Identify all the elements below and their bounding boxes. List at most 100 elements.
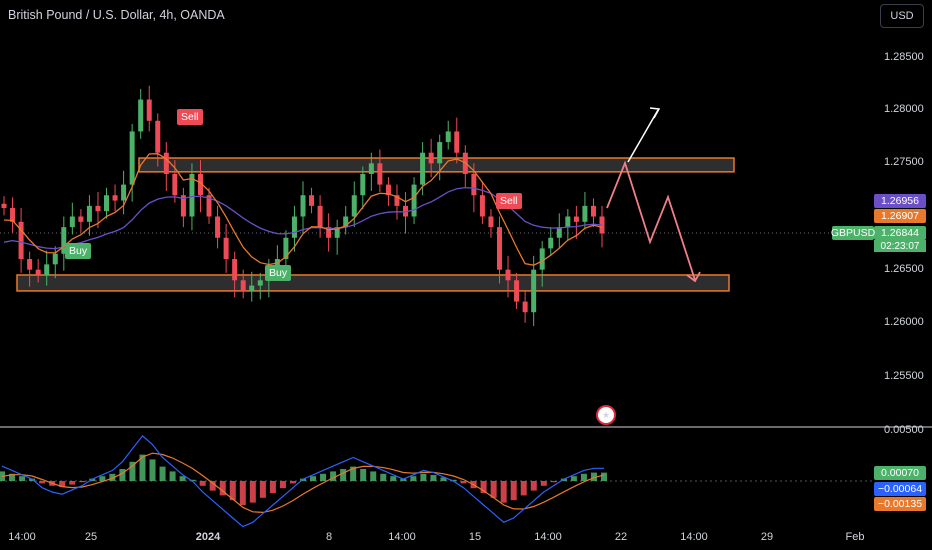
candle-body bbox=[257, 280, 263, 286]
price-tick: 1.28000 bbox=[884, 103, 924, 115]
candle-body bbox=[565, 216, 571, 228]
candle-body bbox=[300, 195, 306, 217]
macd-histogram-bar bbox=[440, 477, 447, 481]
buy-signal-label[interactable]: Buy bbox=[65, 243, 92, 259]
indicator-price-tag: 1.26956 bbox=[874, 194, 926, 208]
macd-histogram-bar bbox=[550, 481, 557, 483]
macd-histogram-bar bbox=[109, 473, 116, 481]
chart-title: British Pound / U.S. Dollar, 4h, OANDA bbox=[8, 8, 225, 22]
macd-histogram-bar bbox=[289, 481, 296, 484]
macd-histogram-bar bbox=[370, 471, 377, 481]
price-tick: 1.28500 bbox=[884, 51, 924, 63]
candle-body bbox=[1, 203, 7, 208]
candle-body bbox=[445, 131, 451, 143]
candle-body bbox=[403, 205, 409, 217]
candle-body bbox=[146, 99, 152, 121]
candle-body bbox=[556, 227, 562, 238]
macd-histogram-bar bbox=[239, 481, 246, 505]
candle-body bbox=[69, 216, 75, 228]
us-flag-icon[interactable]: ★ bbox=[596, 405, 616, 425]
candle-body bbox=[215, 216, 221, 238]
candle-body bbox=[61, 227, 67, 254]
macd-histogram-bar bbox=[279, 481, 286, 489]
macd-histogram-bar bbox=[99, 476, 106, 481]
macd-histogram-bar bbox=[510, 481, 517, 501]
macd-histogram-bar bbox=[520, 481, 527, 496]
candle-body bbox=[172, 173, 178, 196]
time-tick: 8 bbox=[325, 531, 333, 543]
macd-histogram-bar bbox=[19, 476, 26, 481]
macd-hist-tag: 0.00070 bbox=[874, 466, 926, 480]
macd-histogram-bar bbox=[139, 454, 146, 481]
resistance-zone bbox=[138, 157, 735, 173]
candle-body bbox=[548, 237, 554, 249]
macd-line bbox=[1, 435, 604, 528]
macd-histogram-bar bbox=[530, 481, 537, 491]
time-tick: 2024 bbox=[195, 531, 221, 543]
candle-body bbox=[197, 173, 203, 196]
price-tick: 1.27500 bbox=[884, 156, 924, 168]
last-price-tag: 1.26844 bbox=[874, 226, 926, 240]
time-tick: 22 bbox=[614, 531, 628, 543]
time-tick: 25 bbox=[84, 531, 98, 543]
macd-histogram-bar bbox=[450, 479, 457, 481]
macd-line-tag: −0.00064 bbox=[874, 482, 926, 496]
candle-body bbox=[155, 120, 161, 153]
macd-histogram-bar bbox=[400, 478, 407, 481]
candle-body bbox=[505, 269, 511, 281]
time-tick: 14:00 bbox=[534, 531, 562, 543]
bullish-projection-arrow bbox=[627, 109, 659, 163]
bearish-projection-path bbox=[606, 160, 696, 281]
macd-histogram-bar bbox=[189, 479, 196, 481]
macd-histogram-bar bbox=[540, 481, 547, 486]
candle-body bbox=[86, 205, 92, 222]
macd-tick: 0.00500 bbox=[884, 424, 924, 436]
macd-histogram-bar bbox=[199, 481, 206, 486]
candle-body bbox=[573, 216, 579, 222]
sell-signal-label[interactable]: Sell bbox=[177, 109, 203, 125]
candle-body bbox=[274, 259, 280, 270]
macd-histogram-bar bbox=[570, 476, 577, 481]
candle-body bbox=[206, 195, 212, 217]
candle-body bbox=[351, 195, 357, 217]
macd-histogram-bar bbox=[430, 475, 437, 481]
sell-signal-label[interactable]: Sell bbox=[496, 193, 522, 209]
macd-histogram-bar bbox=[601, 472, 607, 481]
macd-histogram-bar bbox=[310, 476, 317, 481]
macd-histogram-bar bbox=[259, 481, 266, 498]
macd-histogram-bar bbox=[360, 469, 367, 481]
macd-histogram-bar bbox=[480, 481, 487, 493]
macd-histogram-bar bbox=[460, 481, 467, 484]
price-tick: 1.26500 bbox=[884, 263, 924, 275]
macd-histogram-bar bbox=[119, 469, 126, 481]
candle-body bbox=[522, 301, 528, 313]
macd-histogram-bar bbox=[580, 473, 587, 481]
candle-body bbox=[471, 173, 477, 196]
currency-button[interactable]: USD bbox=[880, 4, 924, 28]
macd-histogram-bar bbox=[249, 481, 256, 503]
macd-histogram-bar bbox=[340, 469, 347, 481]
candle-body bbox=[385, 184, 391, 196]
macd-histogram-bar bbox=[209, 481, 216, 491]
candle-body bbox=[112, 195, 118, 201]
macd-histogram-bar bbox=[129, 461, 136, 481]
candle-body bbox=[18, 221, 24, 260]
candle-body bbox=[223, 237, 229, 260]
time-tick: 14:00 bbox=[8, 531, 36, 543]
indicator-price-tag: 1.26907 bbox=[874, 209, 926, 223]
macd-histogram-bar bbox=[229, 481, 236, 501]
candle-body bbox=[240, 280, 246, 291]
candle-body bbox=[180, 195, 186, 217]
time-tick: 14:00 bbox=[680, 531, 708, 543]
candle-body bbox=[420, 152, 426, 185]
candle-body bbox=[488, 216, 494, 228]
macd-signal-tag: −0.00135 bbox=[874, 497, 926, 511]
candle-body bbox=[249, 285, 255, 291]
macd-histogram-bar bbox=[179, 476, 186, 481]
candle-body bbox=[44, 264, 50, 275]
macd-histogram-bar bbox=[59, 481, 66, 487]
macd-histogram-bar bbox=[500, 481, 507, 503]
macd-signal-line bbox=[1, 452, 605, 514]
buy-signal-label[interactable]: Buy bbox=[265, 265, 292, 281]
